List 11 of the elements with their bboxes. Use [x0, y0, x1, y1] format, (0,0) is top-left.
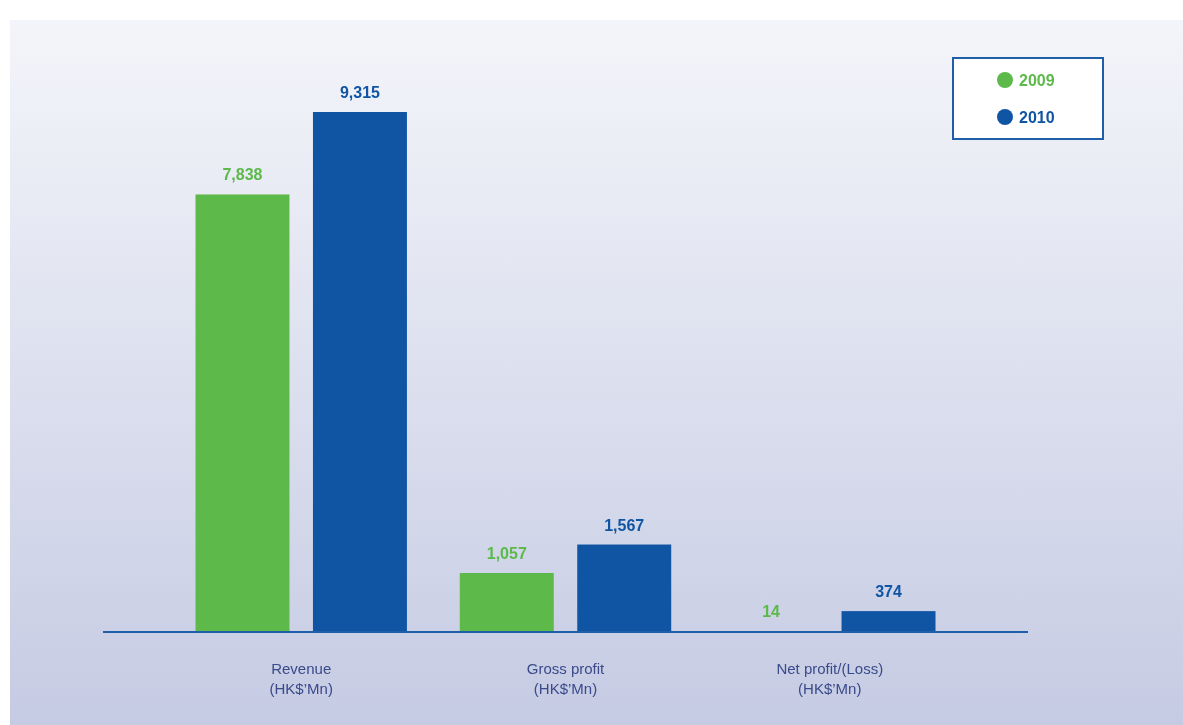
x-tick-label: Revenue (HK$’Mn) [269, 660, 333, 697]
data-label: 7,838 [222, 166, 263, 184]
legend-label: 2009 [1019, 72, 1055, 89]
data-label: 14 [762, 603, 781, 621]
data-label: 1,057 [486, 544, 527, 562]
x-tick-label: Gross profit (HK$’Mn) [526, 660, 606, 697]
legend-label: 2010 [1019, 109, 1055, 126]
data-label: 374 [875, 583, 902, 601]
data-label: 9,315 [339, 84, 381, 101]
x-tick-label: Net profit/(Loss) (HK$’Mn) [776, 660, 884, 697]
data-label: 1,567 [604, 516, 645, 534]
